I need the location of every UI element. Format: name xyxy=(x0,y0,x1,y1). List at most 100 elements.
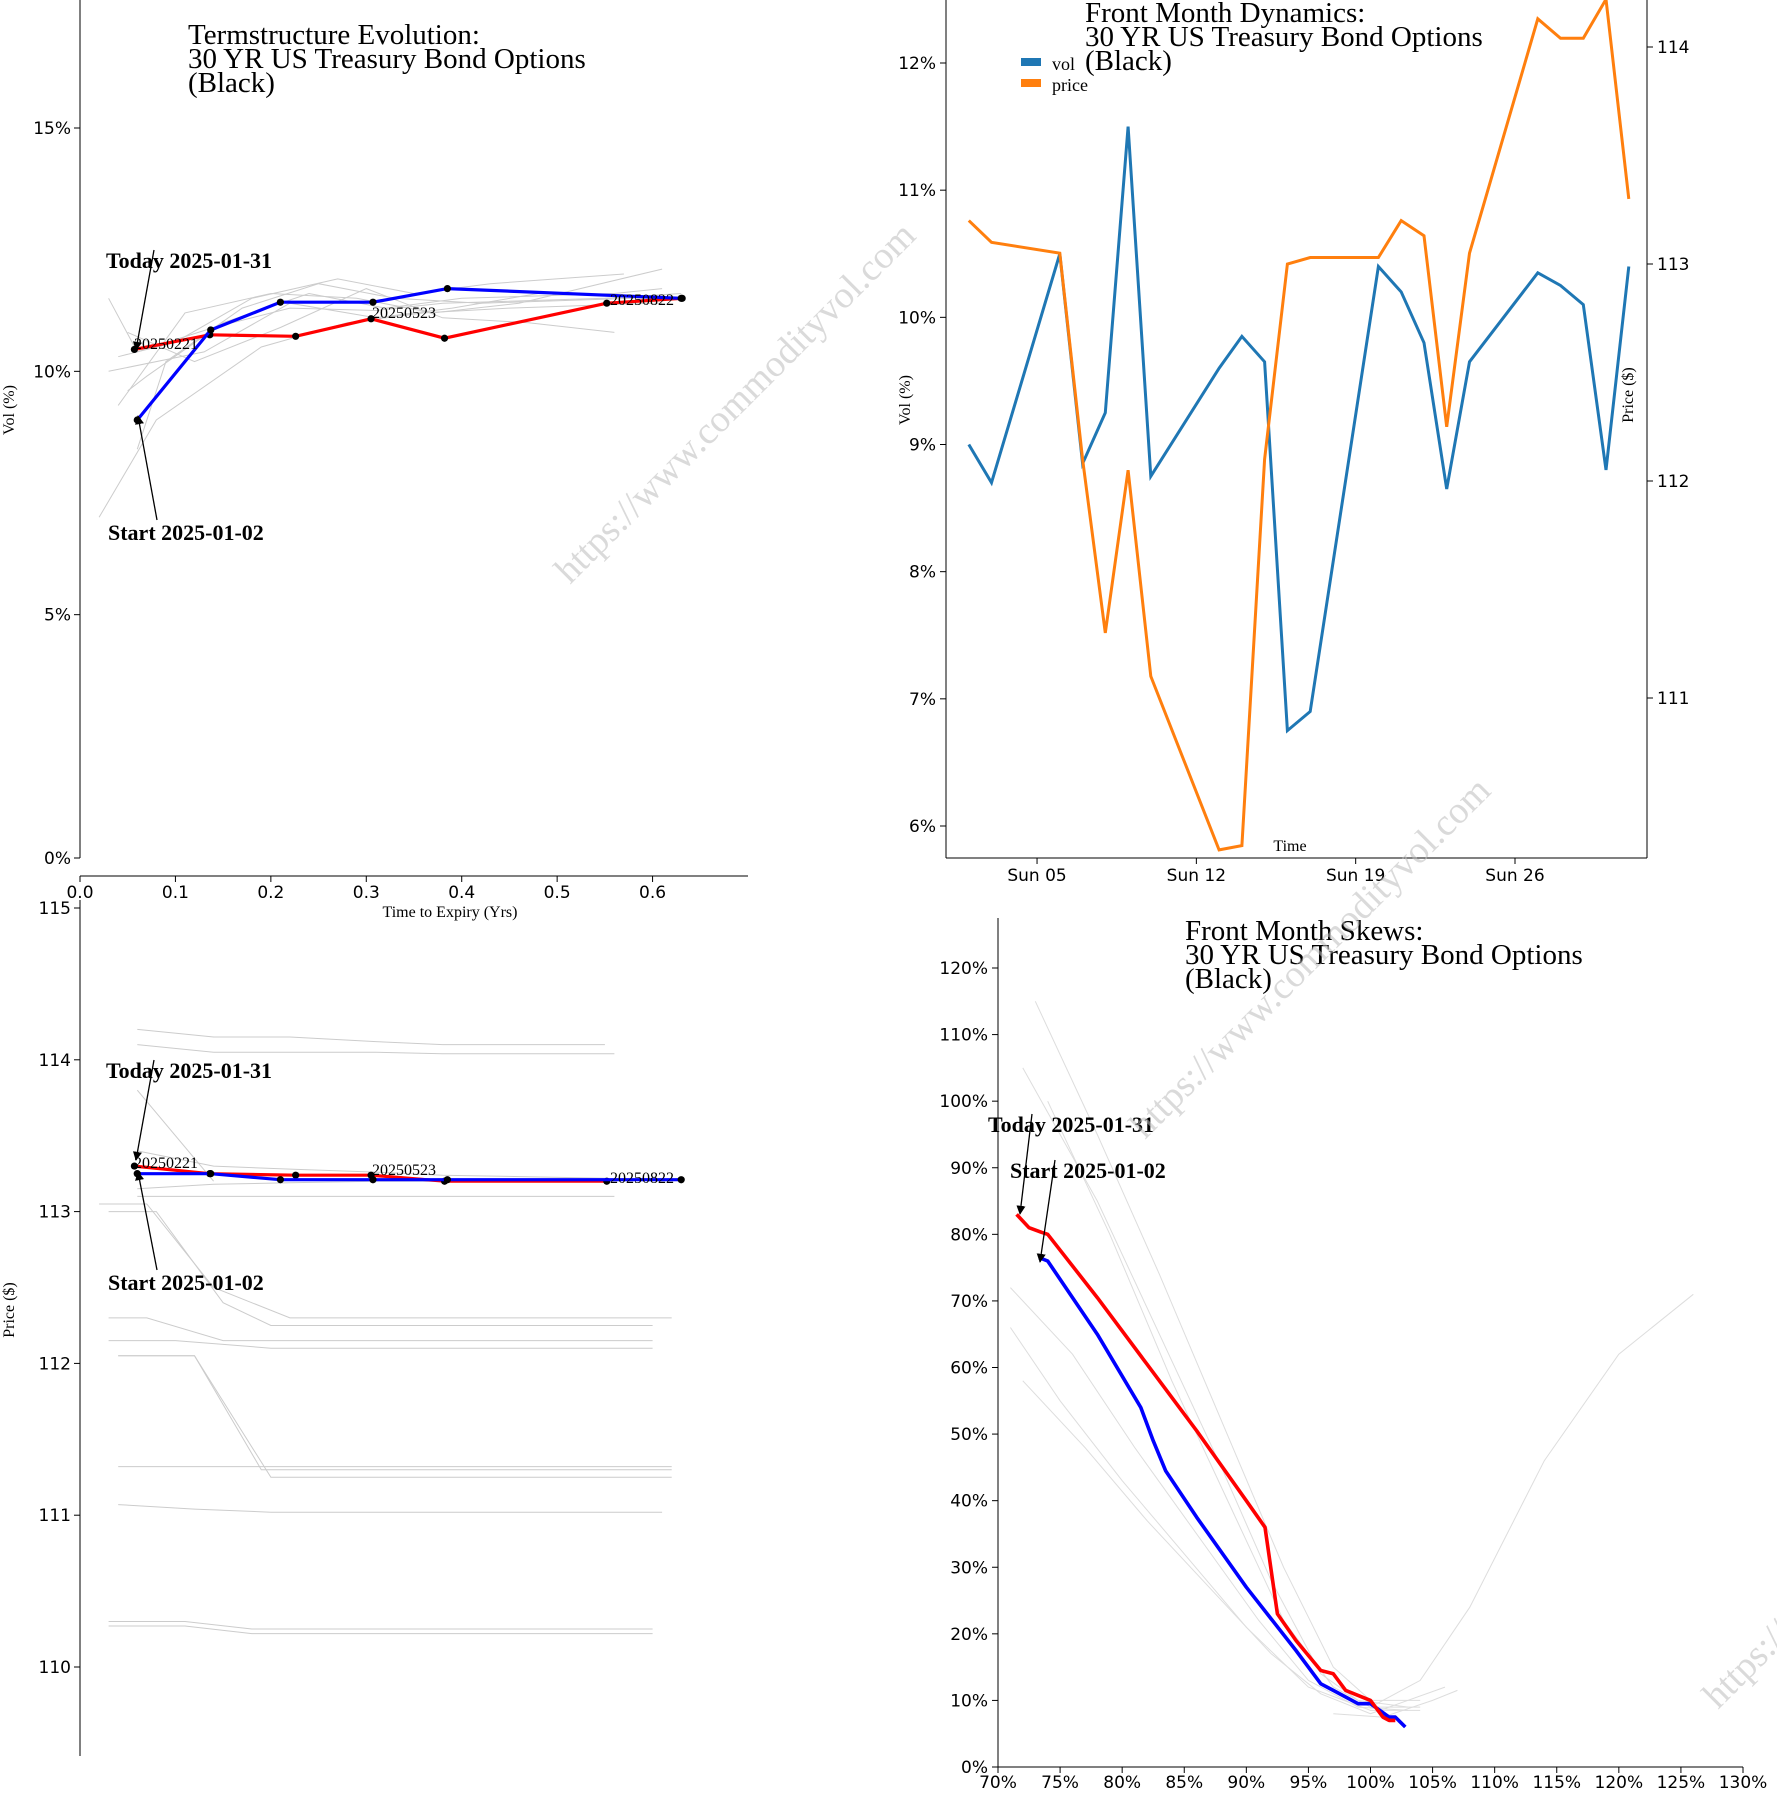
y-tick-label: 20% xyxy=(950,1625,988,1645)
y-tick-label: 40% xyxy=(950,1492,988,1512)
history-curve xyxy=(1034,1001,1421,1701)
start-point xyxy=(207,1170,215,1178)
x-tick-label: 105% xyxy=(1408,1773,1457,1793)
start-curve xyxy=(1038,1255,1407,1729)
y-tick-label: 11% xyxy=(898,181,936,201)
axes: 0% 10% 20% 30% 40% 50% 60% 70% 80% 90% 100% 110% 120… xyxy=(939,918,1767,1793)
vol-series xyxy=(967,126,1631,734)
today-point xyxy=(292,332,300,340)
axes: 6% 7% 8% 9% 10% 11% 12% 111 112 113 114 Sun 05 Sun 1… xyxy=(898,0,1689,886)
termstructure-vol-chart: 0% 5% 10% 15% 0.0 0.1 0.2 0.3 0.4 0.5 0.6 Termstru… xyxy=(1,0,748,921)
y-tick-label: 15% xyxy=(33,119,71,139)
history-curve xyxy=(1370,1293,1694,1708)
history-curve xyxy=(1009,1327,1421,1711)
x-tick-label: 130% xyxy=(1719,1773,1768,1793)
y-tick-label: 115 xyxy=(39,899,71,919)
start-arrow xyxy=(1036,1159,1056,1263)
history-curve xyxy=(99,1203,672,1319)
y-tick-label: 90% xyxy=(950,1159,988,1179)
history-curve xyxy=(127,288,663,392)
start-annotation: Start 2025-01-02 xyxy=(1010,1158,1166,1183)
y2-tick-label: 113 xyxy=(1657,255,1689,275)
legend-label-vol: vol xyxy=(1052,54,1075,74)
x-tick-label: 80% xyxy=(1103,1773,1141,1793)
history-curve xyxy=(108,1625,653,1635)
point-label-20250221: 20250221 xyxy=(134,336,198,353)
history-curve xyxy=(137,1028,605,1046)
y-tick-label: 50% xyxy=(950,1425,988,1445)
point-label-20250822: 20250822 xyxy=(610,292,674,309)
y-axis-title: Price ($) xyxy=(1,1282,18,1338)
start-curve xyxy=(136,286,682,422)
y-tick-label: 10% xyxy=(950,1691,988,1711)
x-tick-label: Sun 19 xyxy=(1326,866,1385,886)
history-curve xyxy=(1047,1100,1421,1708)
history-curve xyxy=(136,1089,214,1182)
chart-title-line2: 30 YR US Treasury Bond Options xyxy=(1085,21,1483,53)
start-annotation: Start 2025-01-02 xyxy=(108,1270,264,1295)
y2-tick-label: 112 xyxy=(1657,472,1689,492)
y-tick-label: 70% xyxy=(950,1292,988,1312)
y-tick-label: 10% xyxy=(33,362,71,382)
y-tick-label: 30% xyxy=(950,1558,988,1578)
history-curve xyxy=(137,1150,605,1179)
history-curve xyxy=(118,1355,672,1478)
history-curves xyxy=(99,1028,672,1635)
chart-title-line3: (Black) xyxy=(1185,963,1272,995)
start-point xyxy=(677,1176,685,1184)
x-tick-label: 100% xyxy=(1346,1773,1395,1793)
history-curve xyxy=(108,1211,653,1326)
point-label-20250221: 20250221 xyxy=(134,1155,198,1172)
history-curve xyxy=(127,288,615,363)
today-annotation: Today 2025-01-31 xyxy=(988,1112,1154,1137)
history-curve xyxy=(1022,1067,1408,1708)
start-point xyxy=(207,326,215,334)
y2-tick-label: 111 xyxy=(1657,689,1689,709)
start-curve xyxy=(137,1172,682,1182)
y-tick-label: 110% xyxy=(939,1026,988,1046)
x-tick-label: 0.1 xyxy=(162,883,189,903)
y-tick-label: 8% xyxy=(909,563,936,583)
today-arrow xyxy=(1016,1113,1033,1215)
chart-title-line1: Front Month Skews: xyxy=(1185,915,1423,947)
x-tick-label: 70% xyxy=(979,1773,1017,1793)
x-tick-label: 95% xyxy=(1290,1773,1328,1793)
history-curve xyxy=(117,268,663,406)
history-curve xyxy=(98,302,663,518)
start-point xyxy=(276,1176,284,1184)
history-curve xyxy=(108,1317,653,1342)
y2-axis-title: Price ($) xyxy=(1620,367,1637,423)
front-month-skews-chart: 0% 10% 20% 30% 40% 50% 60% 70% 80% 90% 100% 110% 120… xyxy=(939,915,1767,1793)
y-tick-label: 114 xyxy=(39,1051,71,1071)
today-point xyxy=(367,315,375,323)
history-curve xyxy=(137,1044,615,1055)
y2-tick-label: 114 xyxy=(1657,38,1689,58)
x-tick-label: 85% xyxy=(1165,1773,1203,1793)
x-tick-label: 0.0 xyxy=(66,883,93,903)
y-tick-label: 0% xyxy=(44,849,71,869)
x-tick-label: 0.2 xyxy=(257,883,284,903)
x-tick-label: 110% xyxy=(1470,1773,1519,1793)
history-curve xyxy=(1333,1689,1458,1718)
x-tick-label: 120% xyxy=(1595,1773,1644,1793)
chart-title-line2: 30 YR US Treasury Bond Options xyxy=(188,43,586,75)
today-annotation: Today 2025-01-31 xyxy=(106,248,272,273)
watermark-3: https://www.commodityvol.com xyxy=(1695,1339,1777,1716)
start-arrow xyxy=(135,1171,158,1271)
history-curve xyxy=(118,1355,672,1471)
price-series xyxy=(967,0,1631,852)
history-curve xyxy=(108,1621,653,1630)
front-month-dynamics-chart: 6% 7% 8% 9% 10% 11% 12% 111 112 113 114 Sun 05 Sun 1… xyxy=(897,0,1689,886)
point-label-20250822: 20250822 xyxy=(610,1170,674,1187)
current-curves xyxy=(1015,1213,1407,1729)
axes: 110 111 112 113 114 115 xyxy=(39,899,81,1756)
legend-swatch-price xyxy=(1021,79,1041,87)
x-tick-label: 75% xyxy=(1041,1773,1079,1793)
current-curves xyxy=(130,1162,685,1185)
x-tick-label: 0.5 xyxy=(544,883,571,903)
x-tick-label: Sun 05 xyxy=(1007,866,1066,886)
history-curve xyxy=(118,1504,663,1513)
today-point xyxy=(292,1171,300,1179)
start-point xyxy=(443,285,451,293)
